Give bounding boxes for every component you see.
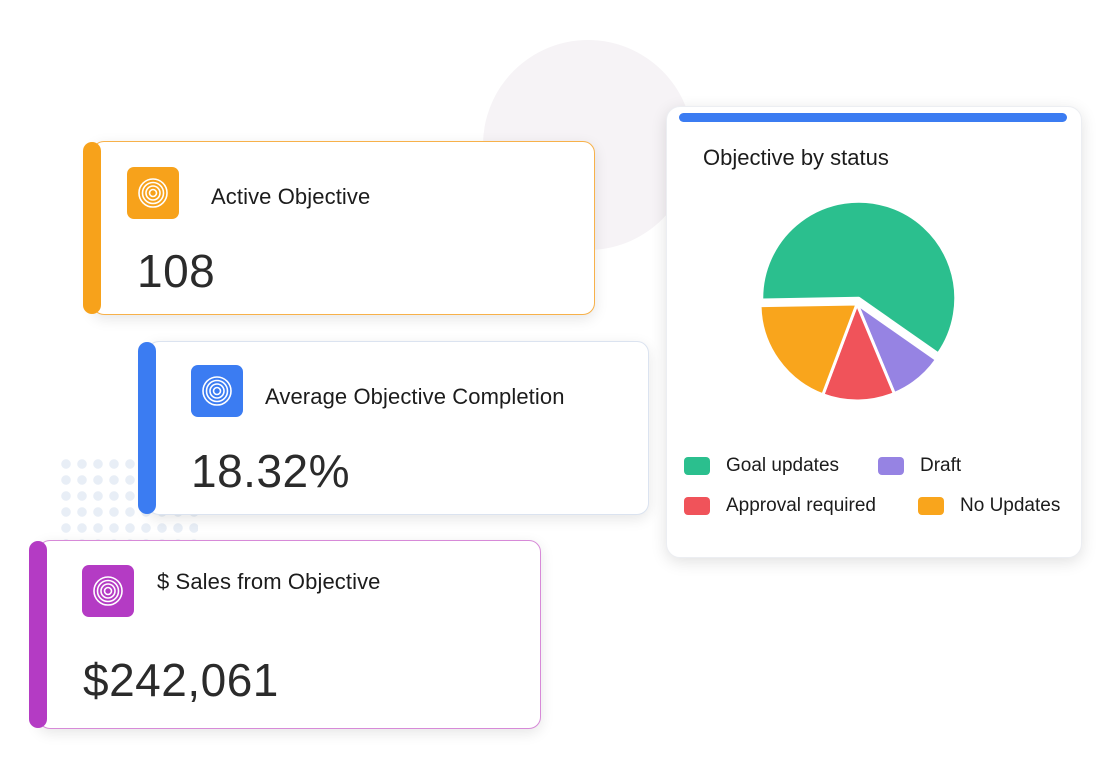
legend-swatch xyxy=(684,457,710,475)
pie-slice-goal-updates xyxy=(760,199,958,356)
legend-swatch xyxy=(878,457,904,475)
legend-swatch xyxy=(918,497,944,515)
legend-label: Approval required xyxy=(726,495,876,516)
chart-title: Objective by status xyxy=(703,145,889,170)
legend-item-approval-required: Approval required xyxy=(684,495,876,517)
target-rings-icon xyxy=(191,365,243,417)
pie-slice-no-updates xyxy=(758,302,859,397)
legend-item-goal-updates: Goal updates xyxy=(684,455,839,477)
legend-item-draft: Draft xyxy=(878,455,961,477)
card-metric-value: 18.32% xyxy=(191,445,351,497)
target-rings-icon xyxy=(82,565,134,617)
card-title: Active Objective xyxy=(211,184,371,209)
legend-label: No Updates xyxy=(960,495,1061,516)
target-rings-icon xyxy=(127,167,179,219)
legend-label: Draft xyxy=(920,455,962,476)
active-objective-card[interactable]: Active Objective 108 xyxy=(83,141,595,315)
sales-from-objective-card[interactable]: $ Sales from Objective $242,061 xyxy=(29,540,541,729)
card-title: $ Sales from Objective xyxy=(157,569,381,594)
average-objective-completion-card[interactable]: Average Objective Completion 18.32% xyxy=(138,341,649,515)
card-accent-bar xyxy=(83,142,101,314)
card-accent-bar xyxy=(29,541,47,728)
panel-accent-bar xyxy=(679,113,1067,122)
legend-swatch xyxy=(684,497,710,515)
legend-item-no-updates: No Updates xyxy=(918,495,1060,517)
pie-chart xyxy=(758,199,958,403)
card-metric-value: $242,061 xyxy=(83,654,279,706)
legend-label: Goal updates xyxy=(726,455,840,476)
objective-status-chart-panel[interactable]: Objective by status Goal updates Draft A… xyxy=(666,106,1082,558)
card-metric-value: 108 xyxy=(137,245,216,297)
card-title: Average Objective Completion xyxy=(265,384,565,409)
card-accent-bar xyxy=(138,342,156,514)
